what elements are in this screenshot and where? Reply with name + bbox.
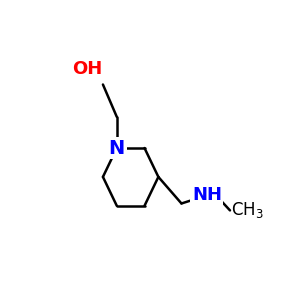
Text: N: N — [109, 139, 125, 158]
Text: NH: NH — [192, 186, 222, 204]
Text: OH: OH — [72, 61, 102, 79]
Text: CH$_3$: CH$_3$ — [231, 200, 264, 220]
